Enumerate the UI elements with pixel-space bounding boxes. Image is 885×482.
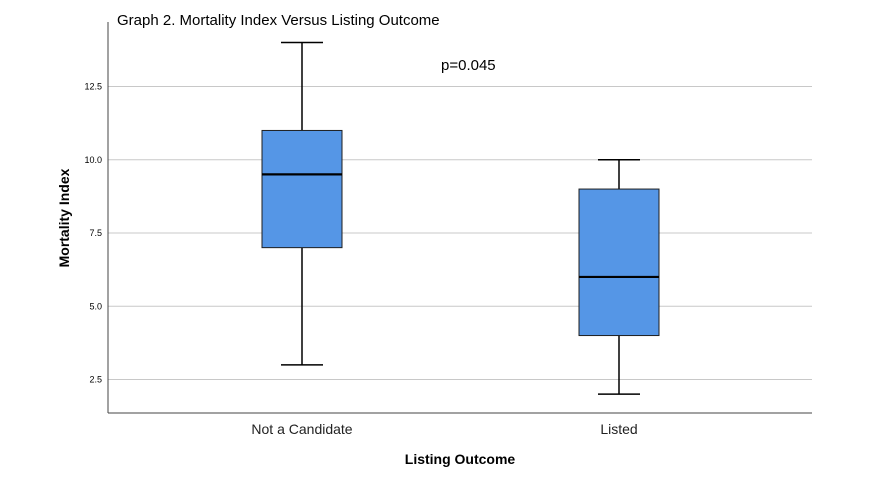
y-axis-title: Mortality Index [56,168,72,267]
y-tick-labels: 2.5 5.0 7.5 10.0 12.5 [84,82,102,385]
x-category-label: Listed [600,421,637,437]
y-tick-label: 7.5 [89,228,102,238]
iqr-box [578,188,660,337]
x-category-label: Not a Candidate [251,421,352,437]
box-series [261,41,660,395]
axes [107,22,812,414]
x-category-labels: Not a Candidate Listed [251,421,637,437]
box-2 [578,159,660,395]
y-tick-label: 5.0 [89,301,102,311]
p-value-annotation: p=0.045 [441,57,496,74]
gridlines [108,86,812,380]
y-tick-label: 10.0 [84,155,102,165]
x-axis-title: Listing Outcome [405,451,516,467]
box-1 [261,41,343,366]
chart-title: Graph 2. Mortality Index Versus Listing … [117,12,440,29]
iqr-box [261,129,343,249]
y-tick-label: 2.5 [89,375,102,385]
y-tick-label: 12.5 [84,82,102,92]
